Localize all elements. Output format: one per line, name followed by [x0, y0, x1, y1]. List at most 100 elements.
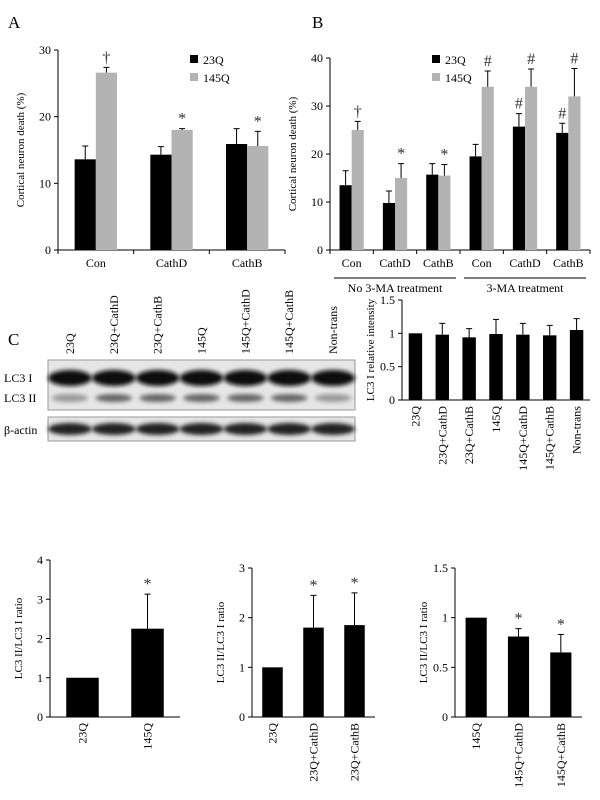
significance-mark: *: [515, 611, 523, 628]
bar: [489, 334, 503, 400]
error-bar: [573, 318, 580, 330]
bar: [435, 334, 449, 400]
y-tick-label: 1.5: [380, 293, 395, 307]
y-axis-label: LC3 II/LC3 I ratio: [215, 601, 227, 683]
x-tick-label: Con: [86, 256, 106, 270]
error-bar: [441, 164, 448, 176]
bar: [512, 126, 525, 250]
bar: [408, 333, 423, 400]
lane-label: 23Q+CathB: [151, 296, 165, 354]
error-bar: [571, 68, 578, 97]
significance-mark: *: [144, 576, 152, 593]
bar: [74, 159, 96, 250]
significance-mark: #: [570, 51, 578, 68]
x-tick-label: CathD: [509, 256, 541, 270]
bar: [525, 86, 538, 250]
error-bar: [233, 128, 240, 144]
panel-label: C: [8, 330, 19, 349]
x-tick-label: 145Q+CathD: [516, 406, 530, 471]
bar: [556, 132, 569, 250]
error-bar: [144, 593, 151, 629]
bar: [66, 677, 99, 717]
significance-mark: *: [397, 146, 405, 163]
error-bar: [82, 145, 89, 160]
western-blot: 23Q 23Q+CathD 23Q+CathB 145Q 145Q+CathD 145Q+…: [4, 289, 356, 442]
error-bar: [515, 628, 522, 637]
y-tick-label: 0: [442, 710, 448, 724]
blot-band: [314, 394, 352, 402]
y-tick-label: 2: [239, 611, 245, 625]
y-tick-label: 4: [37, 553, 43, 567]
y-axis-label: LC3 II/LC3 I ratio: [13, 597, 25, 679]
y-tick-label: 40: [311, 51, 323, 65]
bar: [171, 130, 193, 250]
axis: [329, 58, 590, 251]
legend-label: 145Q: [445, 71, 472, 85]
error-bar: [515, 113, 522, 127]
bar: [95, 72, 118, 251]
y-tick-label: 1: [442, 611, 448, 625]
bar: [225, 144, 248, 250]
x-tick-label: 145Q+CathD: [512, 723, 526, 788]
significance-mark: †: [102, 49, 110, 66]
y-tick-label: 0: [37, 710, 43, 724]
blot-band: [223, 370, 268, 386]
bar: [426, 174, 439, 250]
bar: [543, 335, 557, 400]
blot-band: [311, 423, 356, 435]
blot-band: [223, 423, 268, 435]
blot-row-label: LC3 II: [4, 391, 36, 405]
bar: [516, 334, 530, 400]
x-tick-label: 145Q: [141, 723, 155, 750]
y-axis-label: Cortical neuron death (%): [287, 96, 299, 211]
error-bar: [559, 122, 566, 133]
lane-label: 145Q+CathB: [282, 290, 296, 354]
significance-mark: *: [440, 147, 448, 164]
y-tick-label: 3: [37, 592, 43, 606]
bar: [395, 178, 408, 250]
bar: [507, 636, 530, 717]
y-tick-label: 0: [239, 710, 245, 724]
error-bar: [103, 66, 110, 73]
x-tick-label: 23Q+CathB: [462, 406, 476, 464]
y-tick-label: 0.5: [433, 660, 448, 674]
bar: [262, 667, 283, 717]
blot-band: [139, 394, 177, 402]
significance-mark: *: [557, 617, 565, 634]
error-bar: [429, 163, 436, 175]
bar: [351, 130, 364, 250]
error-bar: [472, 143, 479, 157]
error-bar: [398, 163, 405, 178]
error-bar: [179, 128, 186, 130]
blot-band: [48, 370, 92, 386]
error-bar: [493, 318, 499, 334]
blot-band: [48, 423, 92, 435]
blot-band: [179, 370, 224, 386]
blot-band: [91, 370, 136, 386]
error-bar: [157, 146, 164, 155]
legend-swatch: [190, 55, 198, 63]
x-tick-label: 23Q: [266, 723, 280, 744]
bar: [131, 628, 164, 717]
y-tick-label: 1: [389, 326, 395, 340]
blot-row-label: β-actin: [4, 423, 37, 437]
error-bar: [354, 120, 361, 130]
y-tick-label: 10: [39, 176, 51, 190]
y-axis-label: Cortical neuron death (%): [15, 92, 27, 207]
error-bar: [254, 130, 261, 146]
error-bar: [342, 170, 349, 186]
error-bar: [484, 70, 491, 87]
x-tick-label: 145Q: [469, 723, 483, 750]
panel-label: B: [312, 13, 323, 32]
bar: [382, 202, 395, 250]
bar: [465, 617, 487, 717]
significance-mark: *: [178, 111, 186, 128]
y-tick-label: 10: [311, 195, 323, 209]
lane-label: 145Q+CathD: [238, 289, 252, 354]
legend-label: 145Q: [203, 71, 230, 85]
error-bar: [439, 322, 446, 335]
blot-band: [135, 423, 180, 435]
lane-label: 145Q: [195, 327, 209, 354]
lane-label: 23Q+CathD: [107, 295, 121, 354]
